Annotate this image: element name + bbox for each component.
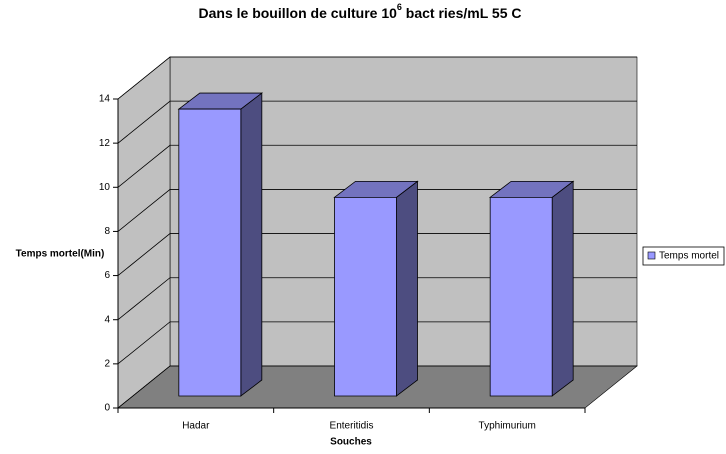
grid-line: [117, 233, 637, 276]
y-tick-label: 2: [104, 358, 110, 369]
title-part: bact ries/mL 55 C: [402, 5, 522, 21]
grid-line: [117, 56, 637, 100]
grid-line: [117, 321, 637, 365]
y-tick-label: 4: [104, 314, 110, 325]
x-tick-label: Typhimurium: [479, 421, 536, 432]
legend-label: Temps mortel: [659, 251, 719, 262]
legend-box: [642, 246, 725, 266]
y-tick-label: 10: [99, 182, 111, 193]
grid-line: [117, 365, 637, 409]
grid-line: [117, 100, 637, 144]
x-tick-label: Hadar: [182, 421, 210, 432]
x-tick-label: Enteritidis: [330, 421, 374, 432]
bar-side: [240, 92, 263, 397]
title-sup: 6: [397, 2, 402, 12]
legend-swatch: [647, 251, 656, 260]
bar-side: [396, 180, 418, 397]
side-wall: [117, 56, 171, 409]
grid-line: [117, 277, 637, 321]
y-tick-label: 6: [104, 270, 110, 281]
y-tick-label: 0: [104, 403, 110, 414]
y-axis-label: Temps mortel(Min): [16, 249, 105, 260]
grid-line: [117, 144, 637, 188]
y-tick-label: 14: [99, 94, 111, 105]
grid-line: [117, 189, 637, 232]
bar-front: [178, 108, 242, 397]
title-part: Dans le bouillon de culture 10: [199, 5, 398, 21]
y-tick-label: 8: [104, 226, 110, 237]
bar: [177, 92, 264, 397]
x-axis-label: Souches: [330, 437, 372, 448]
bar: [333, 180, 419, 397]
y-tick-label: 12: [99, 138, 111, 149]
bar-side: [551, 180, 574, 397]
bar: [488, 180, 575, 397]
chart-title: Dans le bouillon de culture 106 bact rie…: [199, 2, 522, 20]
bar-front: [489, 196, 553, 397]
bar-front: [334, 196, 397, 397]
